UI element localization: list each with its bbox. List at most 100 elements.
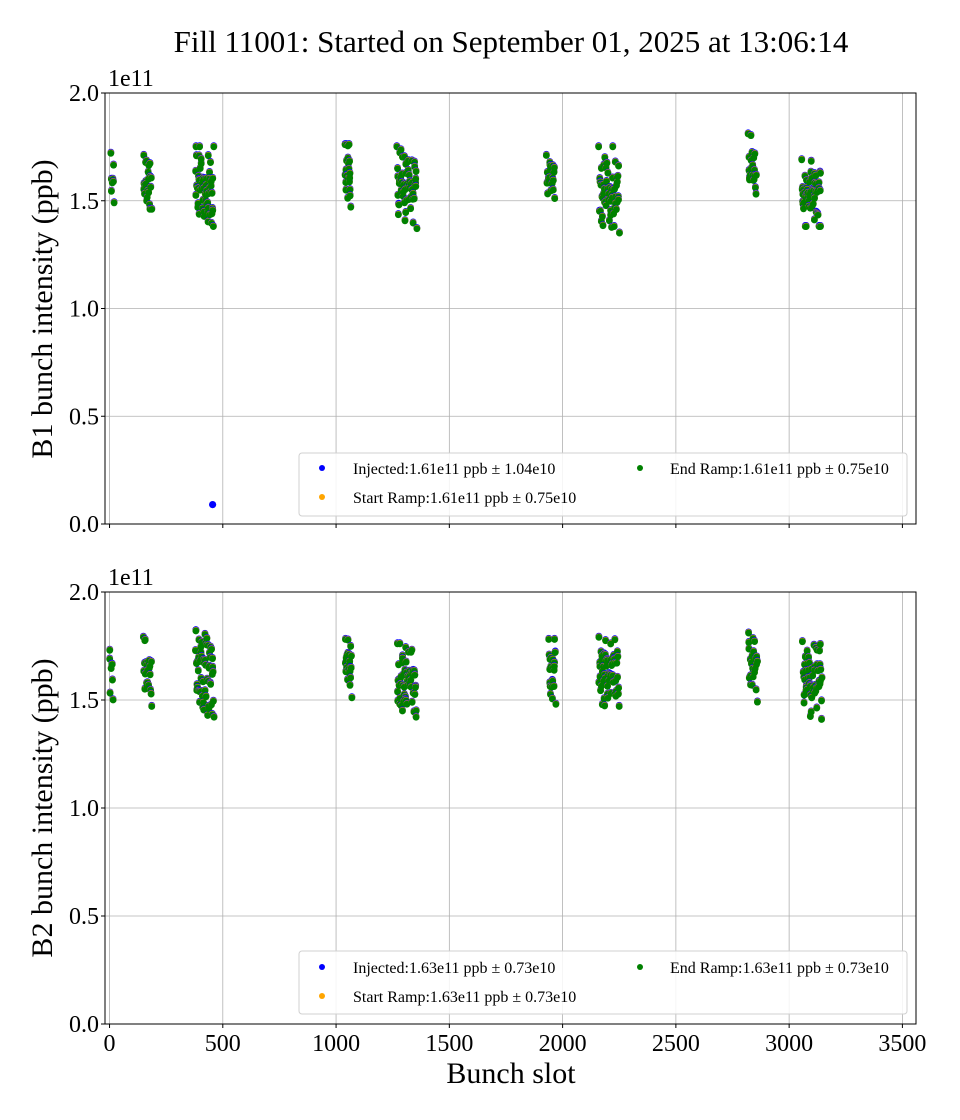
end-ramp-point	[196, 143, 204, 151]
end-ramp-point	[410, 195, 418, 203]
end-ramp-point	[550, 164, 558, 172]
y-tick-label: 1.5	[69, 688, 99, 714]
end-ramp-point	[209, 175, 217, 183]
end-ramp-point	[147, 184, 155, 191]
end-ramp-point	[409, 219, 417, 227]
y-tick-label: 0.5	[69, 904, 99, 930]
y-axis-label: B1 bunch intensity (ppb)	[26, 159, 59, 458]
end-ramp-point	[346, 192, 354, 200]
end-ramp-point	[752, 190, 760, 198]
end-ramp-point	[811, 194, 818, 202]
end-ramp-point	[146, 671, 154, 679]
end-ramp-point	[612, 206, 620, 213]
y-tick-label: 0.0	[69, 512, 99, 538]
legend-marker-end-ramp	[637, 964, 643, 970]
end-ramp-point	[800, 205, 807, 213]
x-tick-label: 3500	[878, 1031, 926, 1057]
end-ramp-point	[595, 633, 603, 641]
legend-label-injected: Injected:1.61e11 ppb ± 1.04e10	[353, 461, 555, 478]
end-ramp-point	[209, 697, 217, 705]
end-ramp-point	[814, 211, 822, 219]
end-ramp-point	[394, 192, 402, 199]
end-ramp-point	[411, 671, 419, 679]
end-ramp-point	[602, 202, 610, 210]
end-ramp-point	[551, 636, 558, 643]
end-ramp-point	[210, 143, 218, 151]
end-ramp-point	[344, 636, 352, 644]
end-ramp-point	[603, 159, 611, 167]
end-ramp-point	[412, 684, 419, 691]
x-tick-label: 2500	[652, 1031, 700, 1057]
end-ramp-point	[614, 674, 621, 681]
end-ramp-point	[413, 225, 421, 233]
end-ramp-point	[799, 638, 806, 646]
legend-label-start-ramp: Start Ramp:1.63e11 ppb ± 0.73e10	[353, 989, 576, 1006]
end-ramp-point	[204, 152, 212, 160]
end-ramp-point	[395, 201, 403, 209]
end-ramp-point	[813, 704, 821, 712]
end-ramp-point	[817, 169, 824, 177]
y-axis-label: B2 bunch intensity (ppb)	[26, 658, 59, 957]
end-ramp-point	[147, 690, 155, 698]
legend: Injected:1.63e11 ppb ± 0.73e10 Start Ram…	[298, 950, 908, 1015]
end-ramp-point	[347, 674, 354, 682]
end-ramp-point	[604, 694, 612, 702]
x-tick-label: 1500	[425, 1031, 473, 1057]
end-ramp-point	[604, 682, 611, 690]
end-ramp-point	[411, 691, 419, 699]
y-tick-label: 0.5	[69, 404, 99, 430]
end-ramp-point	[598, 213, 606, 221]
legend-label-end-ramp: End Ramp:1.63e11 ppb ± 0.73e10	[670, 960, 889, 977]
end-ramp-point	[595, 143, 603, 151]
end-ramp-point	[613, 178, 621, 186]
legend-marker-start-ramp	[319, 494, 325, 500]
end-ramp-point	[148, 205, 156, 213]
end-ramp-point	[397, 146, 405, 154]
end-ramp-point	[207, 681, 215, 688]
end-ramp-point	[816, 641, 824, 648]
end-ramp-point	[194, 667, 202, 675]
end-ramp-point	[399, 707, 406, 715]
end-ramp-point	[412, 707, 420, 715]
end-ramp-point	[601, 702, 609, 710]
x-tick-label: 2000	[539, 1031, 587, 1057]
end-ramp-point	[148, 658, 155, 666]
end-ramp-point	[412, 175, 420, 183]
end-ramp-point	[817, 666, 825, 674]
end-ramp-point	[106, 646, 114, 654]
x-tick-label: 1000	[312, 1031, 360, 1057]
legend-frame	[298, 452, 908, 517]
end-ramp-point	[754, 658, 761, 666]
legend-marker-start-ramp	[319, 993, 325, 999]
end-ramp-point	[110, 178, 117, 186]
end-ramp-point	[542, 152, 550, 159]
legend-label-injected: Injected:1.63e11 ppb ± 0.73e10	[353, 960, 555, 977]
end-ramp-point	[550, 683, 558, 690]
end-ramp-point	[192, 647, 199, 655]
end-ramp-point	[802, 223, 810, 231]
end-ramp-point	[807, 157, 815, 165]
end-ramp-point	[550, 663, 558, 671]
end-ramp-point	[108, 661, 116, 668]
end-ramp-point	[551, 195, 559, 202]
end-ramp-point	[347, 652, 355, 660]
end-ramp-point	[798, 156, 806, 164]
outlier-point	[209, 501, 217, 509]
end-ramp-point	[609, 143, 617, 151]
axis-ticks: 0.0 0.5 1.0 1.5 2.0	[69, 81, 903, 538]
end-ramp-point	[818, 697, 825, 705]
data-points	[107, 129, 824, 509]
end-ramp-point	[394, 211, 402, 219]
end-ramp-point	[402, 209, 410, 217]
end-ramp-point	[348, 694, 356, 702]
end-ramp-point	[209, 655, 216, 663]
y-tick-label: 1.5	[69, 189, 99, 215]
end-ramp-point	[347, 203, 355, 211]
end-ramp-point	[752, 184, 759, 192]
end-ramp-point	[209, 668, 217, 676]
end-ramp-point	[549, 186, 557, 194]
legend-marker-injected	[319, 465, 325, 471]
end-ramp-point	[807, 708, 815, 716]
end-ramp-point	[412, 713, 420, 721]
end-ramp-point	[208, 189, 216, 197]
